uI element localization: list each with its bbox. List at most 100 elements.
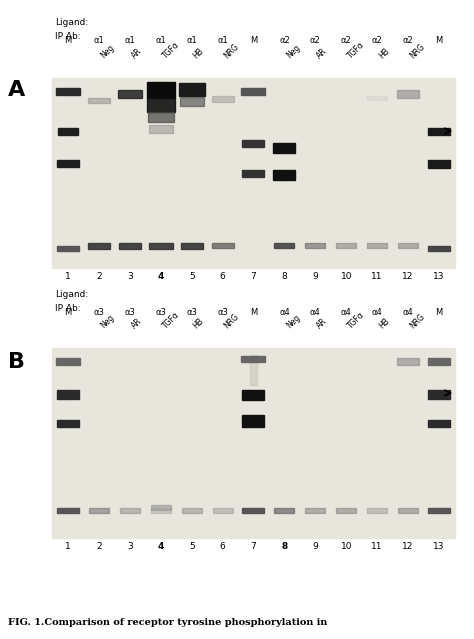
Bar bbox=[57, 160, 79, 167]
Bar bbox=[273, 143, 295, 153]
Bar bbox=[243, 170, 264, 177]
Text: α2: α2 bbox=[341, 36, 352, 45]
Text: 13: 13 bbox=[433, 272, 445, 281]
Text: 11: 11 bbox=[372, 272, 383, 281]
Text: A: A bbox=[8, 80, 25, 100]
Bar bbox=[182, 508, 201, 513]
Text: 5: 5 bbox=[189, 542, 194, 551]
Text: 10: 10 bbox=[340, 542, 352, 551]
Bar bbox=[56, 358, 80, 365]
Text: Ligand:: Ligand: bbox=[55, 18, 88, 27]
Bar bbox=[428, 128, 450, 135]
Text: α2: α2 bbox=[372, 36, 383, 45]
Text: 9: 9 bbox=[312, 542, 318, 551]
Bar bbox=[241, 356, 265, 362]
Bar bbox=[147, 98, 175, 112]
Text: 6: 6 bbox=[220, 542, 226, 551]
Text: 3: 3 bbox=[127, 272, 133, 281]
Bar bbox=[428, 160, 450, 168]
Bar bbox=[151, 508, 171, 513]
Text: α4: α4 bbox=[341, 308, 352, 317]
Bar bbox=[428, 420, 450, 427]
Text: α4: α4 bbox=[310, 308, 321, 317]
Bar bbox=[428, 508, 450, 513]
Bar bbox=[367, 243, 387, 248]
Text: HB: HB bbox=[191, 46, 206, 60]
Text: NRG: NRG bbox=[408, 312, 427, 330]
Text: α3: α3 bbox=[186, 308, 197, 317]
Text: Neg: Neg bbox=[99, 43, 116, 60]
Text: TGFα: TGFα bbox=[161, 40, 181, 60]
Text: NRG: NRG bbox=[408, 42, 427, 60]
Text: 13: 13 bbox=[433, 542, 445, 551]
Text: HB: HB bbox=[377, 316, 391, 330]
Text: HB: HB bbox=[191, 316, 206, 330]
Text: 4: 4 bbox=[157, 542, 164, 551]
Text: TGFα: TGFα bbox=[346, 309, 367, 330]
Text: Ligand:: Ligand: bbox=[55, 290, 88, 299]
Bar bbox=[120, 508, 140, 513]
Text: M: M bbox=[436, 36, 443, 45]
Text: HB: HB bbox=[377, 46, 391, 60]
Bar bbox=[397, 90, 419, 98]
Bar bbox=[52, 78, 455, 268]
Text: TGFα: TGFα bbox=[161, 309, 181, 330]
Bar bbox=[336, 508, 356, 513]
Text: Neg: Neg bbox=[284, 313, 301, 330]
Text: IP Ab:: IP Ab: bbox=[55, 304, 81, 313]
Bar bbox=[274, 508, 294, 513]
Bar bbox=[181, 243, 203, 249]
Text: 1: 1 bbox=[65, 272, 71, 281]
Text: 12: 12 bbox=[402, 272, 414, 281]
Bar bbox=[57, 390, 79, 399]
Bar bbox=[305, 508, 325, 513]
Text: AR: AR bbox=[315, 46, 329, 60]
Bar bbox=[149, 125, 173, 133]
Text: 5: 5 bbox=[189, 272, 194, 281]
Bar bbox=[398, 243, 418, 248]
Bar bbox=[428, 358, 450, 365]
Bar bbox=[398, 508, 418, 513]
Text: AR: AR bbox=[130, 316, 144, 330]
Bar bbox=[243, 390, 264, 400]
Bar bbox=[243, 415, 264, 427]
Bar bbox=[151, 505, 171, 510]
Text: NRG: NRG bbox=[223, 312, 241, 330]
Bar bbox=[57, 420, 79, 427]
Bar bbox=[428, 390, 450, 399]
Bar bbox=[88, 98, 110, 103]
Text: AR: AR bbox=[315, 316, 329, 330]
Text: M: M bbox=[250, 36, 257, 45]
Bar bbox=[149, 243, 173, 249]
Bar bbox=[367, 96, 387, 100]
Text: NRG: NRG bbox=[223, 42, 241, 60]
Text: α2: α2 bbox=[403, 36, 413, 45]
Text: 8: 8 bbox=[282, 272, 287, 281]
Bar bbox=[88, 243, 110, 249]
Bar bbox=[212, 508, 233, 513]
Bar bbox=[89, 508, 109, 513]
Bar bbox=[56, 88, 80, 95]
Text: α3: α3 bbox=[217, 308, 228, 317]
Text: 7: 7 bbox=[251, 542, 256, 551]
Text: Comparison of receptor tyrosine phosphorylation in: Comparison of receptor tyrosine phosphor… bbox=[41, 618, 328, 627]
Text: 8: 8 bbox=[281, 542, 288, 551]
Text: 6: 6 bbox=[220, 272, 226, 281]
Bar bbox=[367, 508, 387, 513]
Bar bbox=[243, 140, 264, 147]
Text: α4: α4 bbox=[403, 308, 413, 317]
Bar bbox=[57, 508, 79, 513]
Text: α4: α4 bbox=[279, 308, 290, 317]
Bar bbox=[241, 88, 265, 95]
Text: M: M bbox=[64, 308, 72, 317]
Text: 2: 2 bbox=[96, 272, 102, 281]
Bar bbox=[148, 112, 174, 122]
Text: α3: α3 bbox=[124, 308, 135, 317]
Bar bbox=[211, 243, 234, 248]
Bar bbox=[428, 246, 450, 251]
Bar bbox=[211, 96, 234, 102]
Text: 10: 10 bbox=[340, 272, 352, 281]
Bar bbox=[336, 243, 356, 248]
Bar bbox=[179, 83, 205, 96]
Text: α2: α2 bbox=[279, 36, 290, 45]
